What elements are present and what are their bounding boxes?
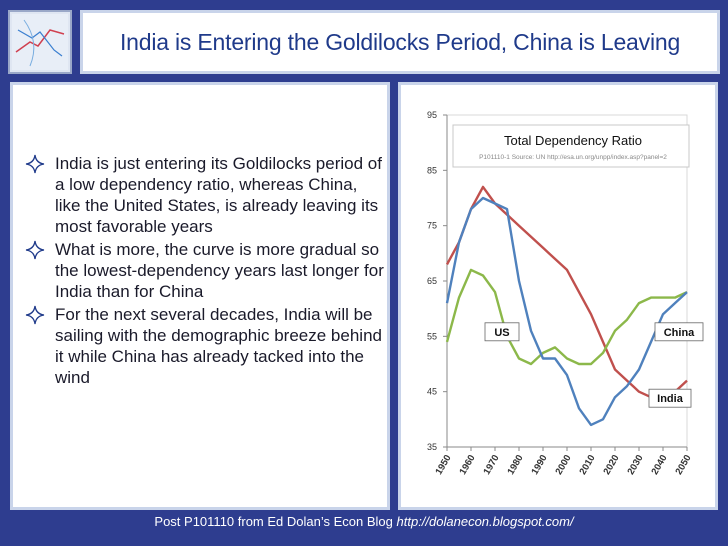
y-tick-label: 95 (427, 110, 437, 120)
x-tick-label: 2050 (674, 453, 694, 477)
x-tick-label: 1980 (506, 453, 526, 477)
chart-title: Total Dependency Ratio (504, 133, 642, 148)
chart-subtitle: P101110-1 Source: UN http://esa.un.org/u… (479, 154, 667, 161)
bullet-item: India is just entering its Goldilocks pe… (23, 153, 385, 237)
series-line-us (445, 268, 688, 366)
bullet-text: For the next several decades, India will… (55, 305, 382, 387)
blog-link[interactable]: http://dolanecon.blogspot.com/ (396, 514, 574, 529)
chart-title-box (452, 124, 690, 168)
title-banner: India is Entering the Goldilocks Period,… (80, 10, 720, 74)
bullet-list: India is just entering its Goldilocks pe… (23, 153, 385, 390)
four-point-star-icon (25, 305, 45, 325)
y-tick-label: 75 (427, 221, 437, 231)
label-box-china (654, 322, 704, 342)
y-tick-label: 35 (427, 442, 437, 452)
chart-panel: 35 45 55 65 75 85 95 1950 1960 1970 1980 1990 2000 20… (398, 82, 718, 510)
bullet-text: What is more, the curve is more gradual … (55, 240, 384, 301)
footer: Post P101110 from Ed Dolan’s Econ Blog h… (0, 514, 728, 529)
bullet-item: For the next several decades, India will… (23, 304, 385, 388)
y-tick-label: 45 (427, 387, 437, 397)
slide-title: India is Entering the Goldilocks Period,… (119, 28, 681, 55)
x-tick-label: 2000 (554, 453, 574, 477)
x-tick-label: 2030 (626, 453, 646, 477)
y-tick-label: 55 (427, 331, 437, 341)
y-tick-label: 65 (427, 276, 437, 286)
bullet-item: What is more, the curve is more gradual … (23, 239, 385, 302)
x-tick-label: 2010 (578, 453, 598, 477)
x-tick-label: 1950 (434, 453, 454, 477)
bullet-panel: India is just entering its Goldilocks pe… (10, 82, 390, 510)
logo (8, 10, 72, 74)
footer-text: Post P101110 from Ed Dolan’s Econ Blog (154, 514, 393, 529)
series-line-china (445, 185, 688, 399)
series-label-china: China (664, 327, 695, 339)
series-label-us: US (494, 327, 509, 339)
y-tick-label: 85 (427, 165, 437, 175)
x-tick-label: 1960 (458, 453, 478, 477)
x-tick-label: 1970 (482, 453, 502, 477)
logo-map-icon (12, 14, 68, 70)
bullet-text: India is just entering its Goldilocks pe… (55, 154, 382, 236)
x-tick-label: 2040 (650, 453, 670, 477)
label-box-india (648, 388, 692, 408)
series-line-india (445, 196, 688, 427)
series-label-india: India (657, 393, 684, 405)
label-box-us (484, 322, 520, 342)
x-tick-label: 2020 (602, 453, 622, 477)
x-tick-label: 1990 (530, 453, 550, 477)
four-point-star-icon (25, 240, 45, 260)
four-point-star-icon (25, 154, 45, 174)
